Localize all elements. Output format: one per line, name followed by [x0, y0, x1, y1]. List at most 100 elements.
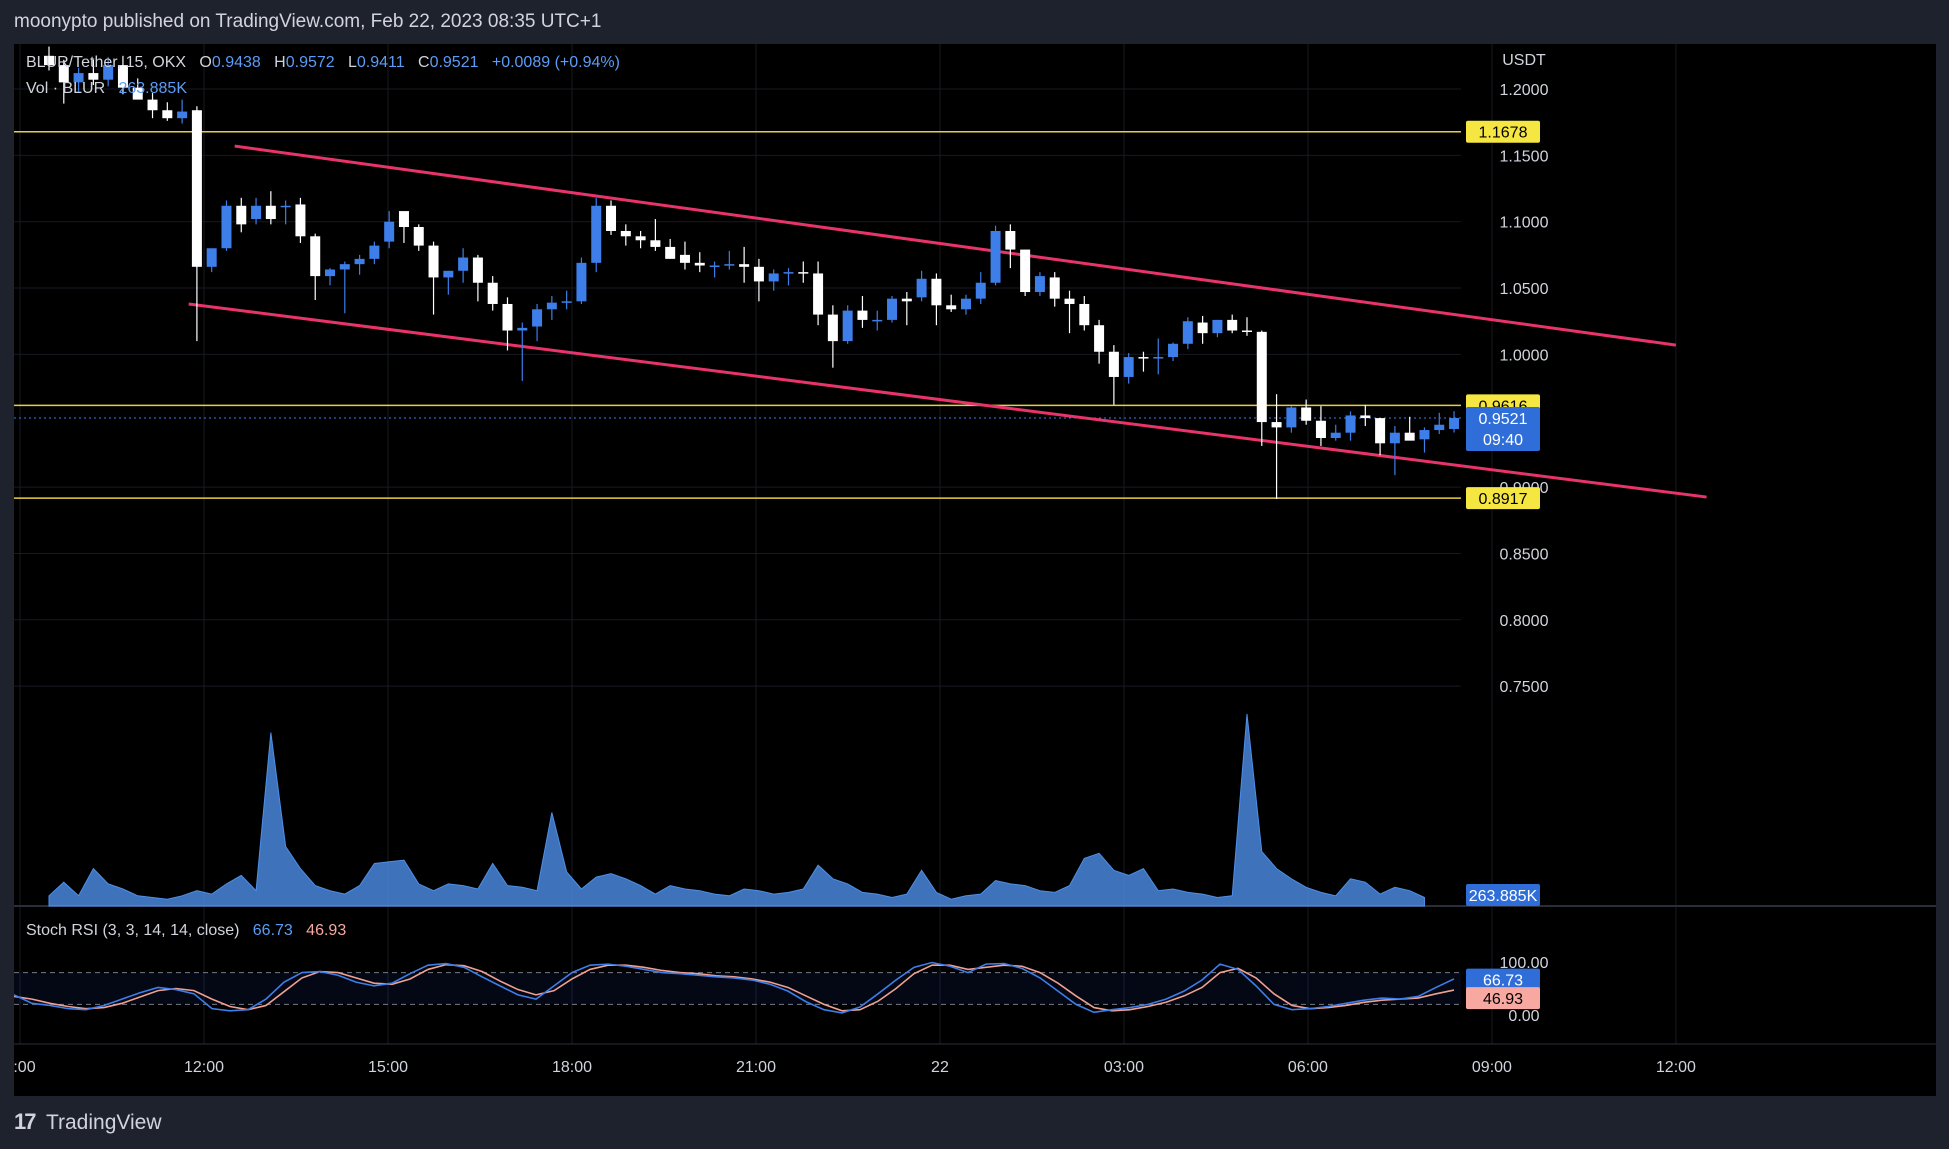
candle-body[interactable] [191, 110, 202, 267]
candle-body[interactable] [443, 270, 454, 278]
candle-body[interactable] [650, 240, 661, 247]
candle-body[interactable] [472, 257, 483, 283]
candle-body[interactable] [1064, 298, 1075, 304]
candle-body[interactable] [147, 99, 158, 111]
candle-body[interactable] [857, 310, 868, 320]
candle-body[interactable] [1315, 420, 1326, 439]
candle-body[interactable] [251, 205, 262, 220]
candle-body[interactable] [1241, 330, 1252, 333]
candle-body[interactable] [502, 303, 513, 331]
candle-body[interactable] [103, 65, 114, 80]
candle-body[interactable] [339, 264, 350, 270]
candle-body[interactable] [369, 245, 380, 259]
candle-body[interactable] [162, 110, 173, 119]
candle-body[interactable] [280, 205, 291, 208]
candle-body[interactable] [44, 55, 54, 66]
candle-body[interactable] [1330, 432, 1341, 439]
candle-body[interactable] [665, 246, 676, 259]
candle-body[interactable] [694, 262, 705, 266]
candle-body[interactable] [1360, 415, 1371, 419]
chart-canvas[interactable]: 1.20001.15001.10001.05001.00000.90000.85… [14, 44, 1936, 1096]
candle-body[interactable] [1034, 276, 1045, 293]
brand-name[interactable]: TradingView [45, 1111, 162, 1134]
candle-body[interactable] [931, 278, 942, 306]
candle-body[interactable] [1182, 321, 1193, 344]
candle-body[interactable] [635, 236, 646, 241]
candle-body[interactable] [532, 309, 543, 327]
candle-body[interactable] [768, 273, 779, 282]
candle-body[interactable] [901, 298, 912, 302]
stoch-d-badge[interactable] [1466, 987, 1540, 1010]
stoch-k-badge[interactable] [1466, 968, 1540, 991]
candle-body[interactable] [1301, 407, 1312, 421]
candle-body[interactable] [946, 305, 957, 310]
candle-body[interactable] [620, 230, 631, 237]
volume-badge[interactable] [1466, 884, 1540, 906]
candle-body[interactable] [827, 314, 838, 342]
symbol-label[interactable]: BLUR/Tether, 15, OKX [26, 54, 187, 71]
candle-body[interactable] [1271, 422, 1282, 428]
candle-body[interactable] [221, 205, 232, 249]
candle-body[interactable] [546, 302, 557, 310]
candle-body[interactable] [236, 205, 247, 225]
candle-body[interactable] [724, 264, 735, 266]
candle-body[interactable] [990, 230, 1001, 283]
candle-body[interactable] [206, 248, 217, 267]
candle-body[interactable] [842, 310, 853, 342]
level-badge[interactable] [1466, 120, 1540, 143]
candle-body[interactable] [1153, 357, 1164, 359]
stoch-label[interactable]: Stoch RSI (3, 3, 14, 14, close) [26, 922, 240, 939]
candle-body[interactable] [1389, 432, 1400, 444]
candle-body[interactable] [1108, 351, 1119, 377]
candle-body[interactable] [1049, 277, 1060, 299]
candle-body[interactable] [132, 87, 143, 100]
candle-body[interactable] [1375, 418, 1386, 444]
candle-body[interactable] [1345, 415, 1356, 433]
candle-body[interactable] [872, 319, 883, 322]
chart-area[interactable]: 1.20001.15001.10001.05001.00000.90000.85… [14, 44, 1936, 1096]
candle-body[interactable] [798, 272, 809, 274]
tradingview-logo-icon[interactable]: 17 [14, 1109, 37, 1134]
channel-upper-line[interactable] [234, 144, 1677, 347]
candle-body[interactable] [177, 111, 188, 119]
candle-body[interactable] [606, 205, 617, 231]
candle-body[interactable] [325, 269, 336, 277]
candle-body[interactable] [960, 298, 971, 310]
candle-body[interactable] [428, 245, 439, 278]
candle-body[interactable] [117, 65, 128, 88]
candle-body[interactable] [295, 204, 306, 237]
candle-body[interactable] [1434, 424, 1445, 431]
volume-label[interactable]: Vol · BLUR [26, 80, 106, 97]
candle-body[interactable] [753, 266, 764, 282]
candle-body[interactable] [1419, 430, 1430, 440]
candle-body[interactable] [1020, 249, 1031, 293]
candle-body[interactable] [1094, 325, 1105, 352]
candle-body[interactable] [1227, 319, 1238, 331]
candle-body[interactable] [1168, 343, 1179, 358]
candle-body[interactable] [709, 265, 720, 267]
candle-body[interactable] [576, 262, 587, 302]
candle-body[interactable] [310, 236, 321, 277]
candle-body[interactable] [813, 273, 824, 315]
candle-body[interactable] [398, 211, 409, 228]
candle-body[interactable] [739, 264, 750, 267]
candle-body[interactable] [1079, 303, 1090, 326]
candle-body[interactable] [58, 65, 69, 83]
candle-body[interactable] [591, 205, 602, 263]
candle-body[interactable] [458, 257, 469, 271]
candle-body[interactable] [1197, 322, 1208, 334]
candle-body[interactable] [1256, 331, 1267, 423]
candle-body[interactable] [679, 254, 690, 263]
candle-body[interactable] [887, 298, 898, 320]
candle-body[interactable] [783, 272, 794, 274]
candle-body[interactable] [1005, 230, 1016, 250]
candle-body[interactable] [1138, 357, 1149, 359]
candle-body[interactable] [354, 258, 365, 265]
candle-body[interactable] [1404, 432, 1415, 441]
candle-body[interactable] [265, 205, 276, 220]
channel-lower-line[interactable] [188, 302, 1707, 499]
last-price-badge[interactable] [1466, 406, 1540, 451]
candle-body[interactable] [1212, 319, 1223, 334]
level-badge[interactable] [1466, 487, 1540, 510]
candle-body[interactable] [916, 278, 927, 298]
